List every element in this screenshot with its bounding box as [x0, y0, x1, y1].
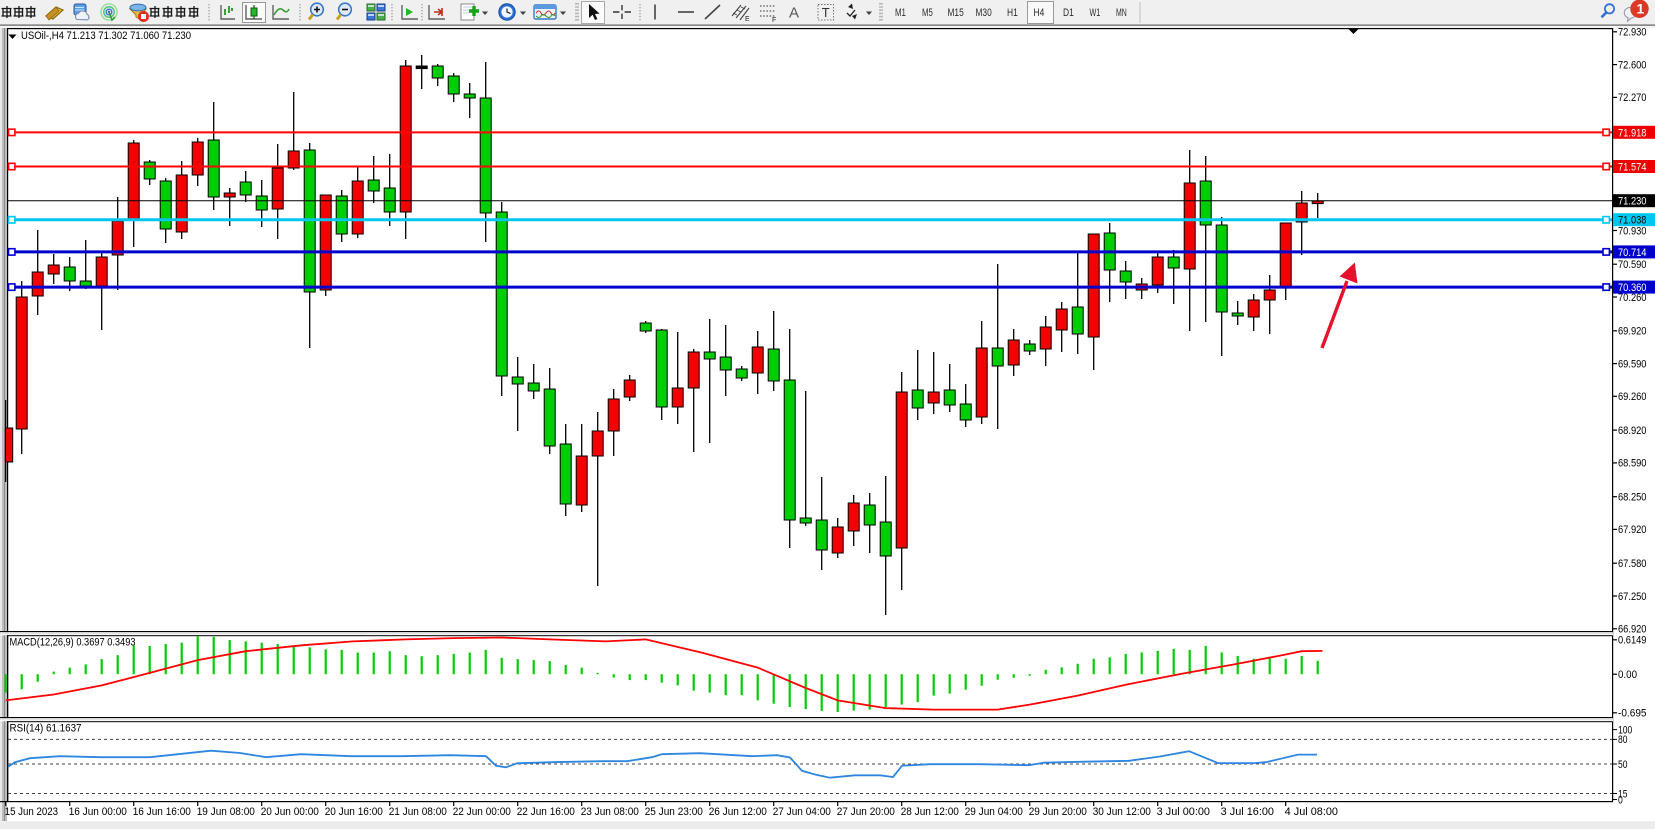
svg-text:0: 0	[1618, 794, 1623, 806]
svg-text:71.574: 71.574	[1618, 162, 1647, 174]
svg-text:23 Jun 08:00: 23 Jun 08:00	[581, 806, 639, 818]
svg-text:20 Jun 16:00: 20 Jun 16:00	[325, 806, 383, 818]
svg-text:68.250: 68.250	[1618, 492, 1647, 504]
svg-text:69.590: 69.590	[1618, 358, 1647, 370]
svg-text:72.930: 72.930	[1618, 27, 1647, 39]
svg-text:3 Jul 00:00: 3 Jul 00:00	[1157, 806, 1210, 818]
svg-text:M1: M1	[895, 7, 906, 19]
svg-text:50: 50	[1618, 759, 1628, 771]
svg-text:67.920: 67.920	[1618, 524, 1647, 536]
svg-text:T: T	[822, 5, 830, 20]
svg-text:70.930: 70.930	[1618, 225, 1647, 237]
svg-text:M30: M30	[976, 7, 992, 19]
svg-text:0.6149: 0.6149	[1618, 635, 1647, 647]
svg-text:26 Jun 12:00: 26 Jun 12:00	[709, 806, 767, 818]
svg-text:27 Jun 04:00: 27 Jun 04:00	[773, 806, 831, 818]
svg-text:1: 1	[1637, 1, 1645, 17]
svg-text:72.270: 72.270	[1618, 92, 1647, 104]
svg-text:21 Jun 08:00: 21 Jun 08:00	[389, 806, 447, 818]
svg-text:D1: D1	[1063, 7, 1074, 19]
svg-text:E: E	[745, 16, 750, 23]
svg-text:15 Jun 2023: 15 Jun 2023	[5, 806, 58, 818]
svg-text:68.590: 68.590	[1618, 458, 1647, 470]
svg-text:67.580: 67.580	[1618, 558, 1647, 570]
svg-text:H1: H1	[1007, 7, 1018, 19]
svg-text:66.920: 66.920	[1618, 624, 1647, 636]
svg-text:68.920: 68.920	[1618, 425, 1647, 437]
svg-text:19 Jun 08:00: 19 Jun 08:00	[197, 806, 255, 818]
svg-text:16 Jun 16:00: 16 Jun 16:00	[133, 806, 191, 818]
svg-text:RSI(14) 61.1637: RSI(14) 61.1637	[10, 722, 82, 734]
svg-text:22 Jun 16:00: 22 Jun 16:00	[517, 806, 575, 818]
svg-text:20 Jun 00:00: 20 Jun 00:00	[261, 806, 319, 818]
svg-text:29 Jun 04:00: 29 Jun 04:00	[965, 806, 1023, 818]
svg-text:100: 100	[1618, 724, 1632, 736]
svg-text:69.260: 69.260	[1618, 391, 1647, 403]
svg-text:29 Jun 20:00: 29 Jun 20:00	[1029, 806, 1087, 818]
svg-text:67.250: 67.250	[1618, 591, 1647, 603]
svg-text:25 Jun 23:00: 25 Jun 23:00	[645, 806, 703, 818]
svg-text:71.038: 71.038	[1618, 215, 1647, 227]
svg-text:3 Jul 16:00: 3 Jul 16:00	[1221, 806, 1274, 818]
svg-text:28 Jun 12:00: 28 Jun 12:00	[901, 806, 959, 818]
svg-text:W1: W1	[1090, 7, 1101, 19]
svg-text:22 Jun 00:00: 22 Jun 00:00	[453, 806, 511, 818]
svg-text:27 Jun 20:00: 27 Jun 20:00	[837, 806, 895, 818]
svg-text:M5: M5	[922, 7, 933, 19]
svg-text:70.260: 70.260	[1618, 292, 1647, 304]
svg-text:4 Jul 08:00: 4 Jul 08:00	[1285, 806, 1338, 818]
svg-text:71.918: 71.918	[1618, 127, 1647, 139]
svg-text:70.714: 70.714	[1618, 247, 1647, 259]
svg-text:15: 15	[1618, 788, 1628, 800]
svg-text:30 Jun 12:00: 30 Jun 12:00	[1093, 806, 1151, 818]
svg-text:-0.695: -0.695	[1618, 708, 1647, 720]
svg-text:F: F	[772, 17, 776, 24]
svg-text:A: A	[789, 5, 799, 22]
svg-text:MN: MN	[1116, 7, 1127, 19]
svg-text:72.600: 72.600	[1618, 59, 1647, 71]
svg-text:USOil-,H4 71.213 71.302 71.06: USOil-,H4 71.213 71.302 71.060 71.230	[21, 30, 191, 42]
svg-text:0.00: 0.00	[1618, 669, 1637, 681]
svg-text:69.920: 69.920	[1618, 326, 1647, 338]
svg-text:71.230: 71.230	[1618, 196, 1647, 208]
svg-text:H4: H4	[1034, 7, 1045, 19]
svg-text:70.590: 70.590	[1618, 259, 1647, 271]
svg-text:M15: M15	[948, 7, 964, 19]
svg-text:16 Jun 00:00: 16 Jun 00:00	[69, 806, 127, 818]
svg-text:80: 80	[1618, 734, 1628, 746]
svg-text:70.360: 70.360	[1618, 282, 1647, 294]
svg-text:MACD(12,26,9) 0.3697 0.3493: MACD(12,26,9) 0.3697 0.3493	[10, 636, 136, 648]
